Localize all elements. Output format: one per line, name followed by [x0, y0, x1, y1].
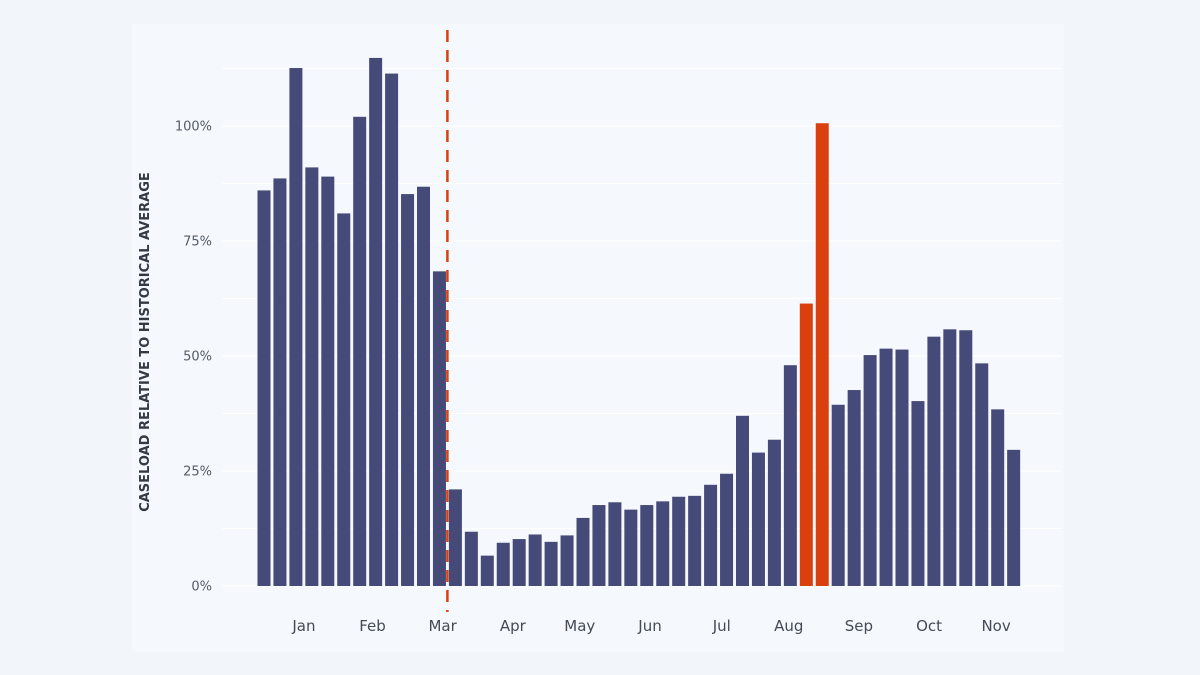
- y-axis-title: CASELOAD RELATIVE TO HISTORICAL AVERAGE: [138, 172, 153, 512]
- bar: [305, 167, 319, 586]
- bar: [831, 404, 845, 586]
- bar: [863, 355, 877, 586]
- bar: [560, 535, 574, 586]
- bar: [895, 349, 909, 586]
- bar: [321, 176, 335, 586]
- bar: [736, 415, 749, 586]
- x-tick-label: Feb: [359, 617, 386, 635]
- bar: [624, 509, 638, 586]
- bar: [783, 365, 797, 586]
- bar: [273, 178, 287, 586]
- x-tick-label: May: [564, 617, 595, 635]
- y-tick-label: 25%: [183, 465, 212, 480]
- bar: [480, 555, 494, 586]
- bar: [257, 190, 271, 586]
- bar: [640, 505, 654, 586]
- bar: [401, 194, 415, 586]
- bar: [369, 57, 383, 587]
- bar: [975, 363, 989, 586]
- bar: [528, 534, 542, 586]
- y-tick-label: 50%: [183, 350, 212, 365]
- x-tick-label: Aug: [774, 617, 803, 635]
- y-tick-label: 0%: [191, 580, 212, 595]
- bar: [688, 495, 702, 586]
- bar: [847, 390, 861, 586]
- bar: [544, 541, 558, 586]
- x-tick-label: Jun: [637, 617, 661, 635]
- bar: [576, 517, 590, 586]
- x-tick-label: Sep: [845, 617, 873, 635]
- bar: [720, 473, 734, 586]
- bar: [464, 531, 478, 586]
- bar: [656, 501, 670, 586]
- x-tick-label: Oct: [916, 617, 942, 635]
- bar: [991, 409, 1005, 586]
- bar: [911, 401, 925, 586]
- bar: [608, 502, 622, 586]
- x-tick-label: Nov: [981, 617, 1010, 635]
- bar: [959, 330, 973, 586]
- x-tick-label: Jan: [291, 617, 315, 635]
- bars-layer: [257, 57, 1021, 587]
- bar: [512, 539, 526, 586]
- bar: [879, 348, 893, 586]
- y-tick-labels: 0% 25% 50% 75% 100%: [175, 120, 212, 595]
- y-tick-label: 100%: [175, 120, 212, 135]
- x-tick-label: Apr: [500, 617, 527, 635]
- bar: [289, 68, 303, 587]
- x-month-labels: Jan Feb Mar Apr May Jun Jul Aug Sep Oct Nov: [291, 617, 1011, 635]
- bar: [943, 329, 957, 586]
- x-tick-label: Mar: [428, 617, 457, 635]
- bar: [592, 505, 606, 586]
- y-tick-label: 75%: [183, 235, 212, 250]
- bar: [448, 489, 462, 586]
- bar: [751, 452, 765, 586]
- bar: [672, 496, 686, 586]
- bar: [432, 271, 446, 586]
- bar: [496, 542, 510, 586]
- highlighted-bar: [815, 123, 829, 587]
- highlighted-bar: [799, 303, 813, 586]
- bar: [353, 116, 367, 587]
- bar: [1007, 449, 1021, 586]
- bar: [337, 213, 351, 586]
- bar: [927, 336, 941, 586]
- x-tick-label: Jul: [712, 617, 731, 635]
- bar: [385, 73, 399, 586]
- bar: [417, 186, 430, 586]
- bar: [704, 484, 718, 586]
- bar: [767, 439, 781, 586]
